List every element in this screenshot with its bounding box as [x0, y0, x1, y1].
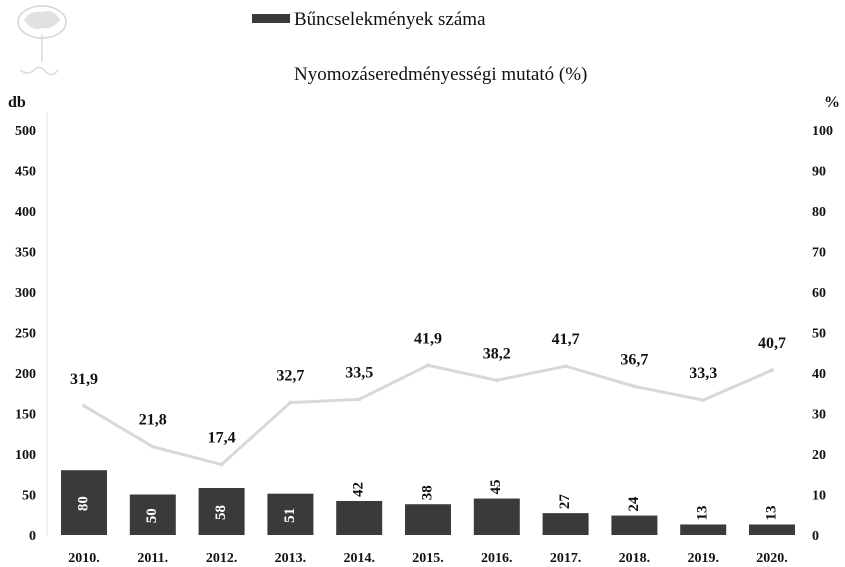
y-right-tick-label: 20 [812, 448, 826, 463]
bar-value-label: 13 [763, 505, 779, 520]
y-left-tick-label: 100 [15, 448, 36, 463]
bar-value-label: 51 [282, 508, 298, 523]
line-value-label: 41,9 [414, 330, 442, 347]
bar [405, 504, 451, 535]
bar [336, 500, 383, 535]
bar [749, 524, 795, 535]
y-right-tick-label: 30 [812, 408, 826, 423]
bar [198, 488, 245, 535]
bar-value-label: 13 [695, 505, 711, 520]
bar-value-label: 42 [351, 482, 367, 497]
y-left-tick-label: 200 [15, 367, 36, 382]
line-point [770, 368, 774, 373]
y-right-tick-label: 70 [812, 246, 826, 261]
x-category-label: 2014. [343, 551, 375, 566]
line-value-label: 21,8 [139, 412, 167, 429]
line-value-label: 31,9 [70, 371, 98, 388]
legend-swatch-bar [252, 14, 290, 23]
y-left-tick-label: 150 [15, 408, 36, 423]
line-value-label: 36,7 [620, 351, 648, 368]
line-point [632, 384, 637, 389]
line-point [563, 364, 568, 369]
y-left-tick-label: 350 [15, 246, 36, 261]
bar-value-label: 58 [213, 505, 229, 520]
bar-value-label: 45 [488, 480, 504, 495]
line-point [701, 398, 706, 403]
line-point [82, 403, 86, 408]
bar [473, 498, 520, 535]
y-left-tick-label: 300 [15, 286, 36, 301]
y-left-tick-label: 450 [15, 165, 36, 180]
y-left-tick-label: 0 [29, 529, 36, 544]
line-value-label: 17,4 [208, 430, 236, 447]
bar-value-label: 50 [144, 508, 160, 523]
x-category-label: 2016. [481, 551, 513, 566]
legend-label-line: Nyomozáseredményességi mutató (%) [294, 64, 587, 85]
x-category-label: 2010. [68, 551, 100, 566]
bar [267, 493, 314, 535]
line-value-label: 40,7 [758, 335, 786, 352]
line-value-label: 33,3 [689, 365, 717, 382]
y-right-tick-label: 100 [812, 124, 833, 139]
y-right-tick-label: 50 [812, 327, 826, 342]
line-value-label: 41,7 [552, 331, 580, 348]
y-left-tick-label: 250 [15, 327, 36, 342]
bar-value-label: 80 [75, 496, 91, 511]
line-point [426, 363, 430, 368]
y-right-ticks: 0 10 20 30 40 50 60 70 80 90 100 [812, 124, 833, 544]
line-point [494, 378, 499, 383]
bar [611, 515, 658, 535]
y-left-unit-label: db [8, 94, 26, 111]
bar-value-label: 27 [557, 494, 573, 510]
y-right-tick-label: 10 [812, 489, 826, 504]
y-right-tick-label: 40 [812, 367, 826, 382]
legend-label-bar: Bűncselekmények száma [294, 9, 486, 30]
line-value-label: 38,2 [483, 345, 511, 362]
x-category-label: 2011. [137, 551, 168, 566]
y-right-tick-label: 0 [812, 529, 819, 544]
tree-stamp-icon [17, 5, 67, 76]
bar-value-label: 38 [419, 485, 435, 500]
y-right-tick-label: 60 [812, 286, 826, 301]
x-category-label: 2015. [412, 551, 444, 566]
y-right-tick-label: 80 [812, 205, 826, 220]
bar-value-label: 24 [626, 496, 642, 512]
x-category-label: 2020. [756, 551, 788, 566]
x-category-label: 2019. [687, 551, 719, 566]
y-left-tick-label: 400 [15, 205, 36, 220]
y-right-unit-label: % [824, 94, 840, 111]
x-category-label: 2013. [275, 551, 307, 566]
line-series: 31,9 21,8 17,4 32,7 33,5 41,9 38,2 41,7 36,7 33,3… [70, 330, 786, 467]
x-category-label: 2012. [206, 551, 238, 566]
y-left-tick-label: 500 [15, 124, 36, 139]
bar-series: 80 50 58 51 42 38 45 27 24 13 13 [61, 470, 795, 535]
x-category-label: 2017. [550, 551, 582, 566]
line-path [83, 363, 773, 467]
legend: Bűncselekmények száma Nyomozáseredményes… [252, 9, 587, 85]
line-point [219, 462, 224, 467]
line-value-label: 33,5 [345, 364, 373, 381]
line-point [150, 444, 155, 449]
y-left-ticks: 0 50 100 150 200 250 300 350 400 450 500 [15, 124, 36, 544]
line-point [357, 397, 362, 402]
bar [129, 494, 176, 535]
line-point [288, 400, 293, 405]
y-right-tick-label: 90 [812, 165, 826, 180]
line-value-label: 32,7 [276, 368, 304, 385]
x-axis-categories: 2010. 2011. 2012. 2013. 2014. 2015. 2016. 2017.… [68, 551, 788, 566]
y-left-tick-label: 50 [22, 489, 36, 504]
x-category-label: 2018. [619, 551, 651, 566]
bar [61, 470, 107, 535]
bar [542, 513, 589, 535]
bar [680, 524, 727, 535]
